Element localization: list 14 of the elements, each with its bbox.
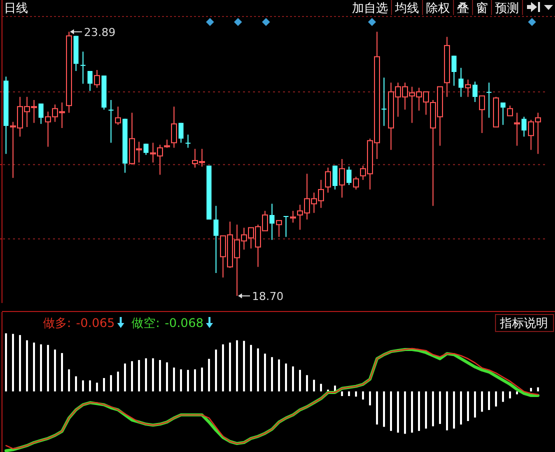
text: 做空:	[132, 316, 160, 330]
text: 指标说明	[499, 316, 548, 330]
annotation: 加自选	[352, 1, 388, 15]
annotation: 23.89	[84, 26, 116, 39]
annotation: 窗	[476, 1, 488, 15]
annotation: 均线	[394, 1, 419, 15]
text: -0.068	[164, 316, 204, 330]
annotation: 预测	[495, 1, 519, 15]
annotation: 叠	[457, 1, 469, 15]
annotation: 18.70	[252, 290, 284, 303]
text: 做多:	[43, 316, 72, 330]
text: -0.065	[76, 316, 115, 330]
chart-title: 日线	[4, 1, 28, 15]
annotation: 除权	[426, 1, 450, 15]
